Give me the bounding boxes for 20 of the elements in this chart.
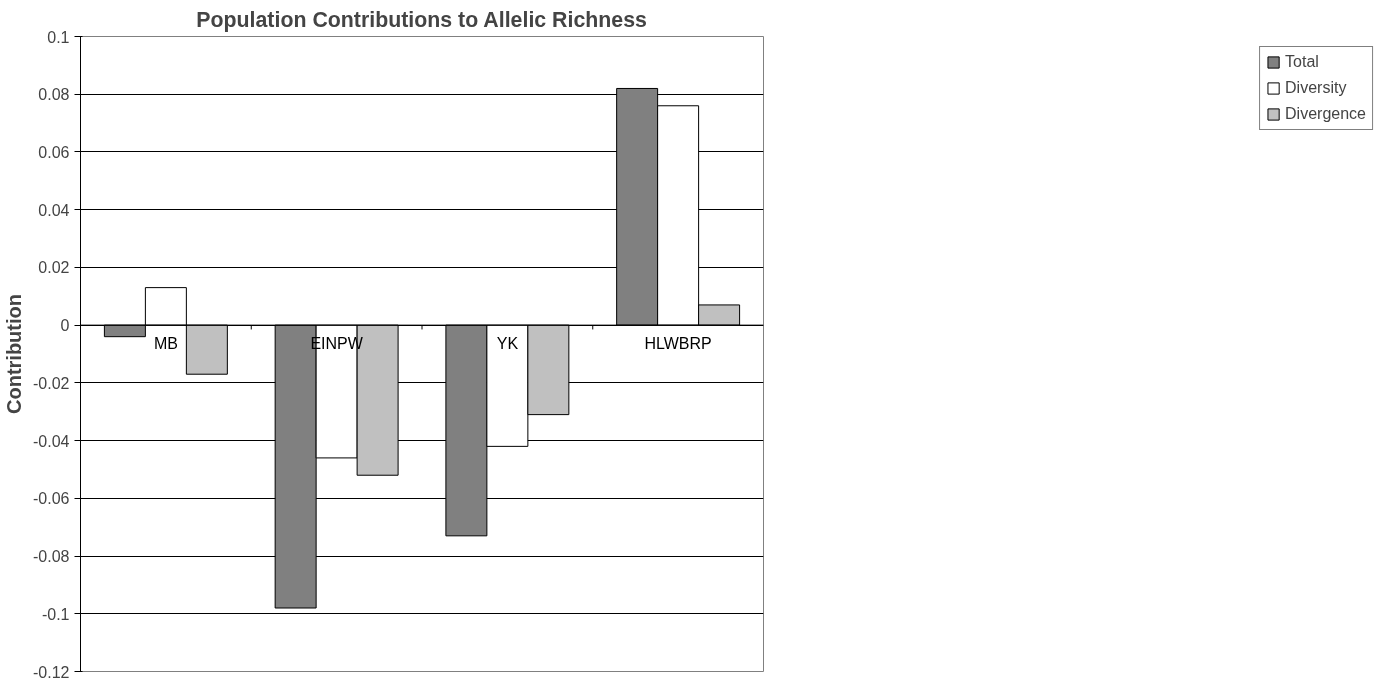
legend-label: Diversity	[1285, 79, 1347, 97]
y-axis-title: Contribution	[3, 294, 26, 414]
y-tick-label: -0.08	[33, 548, 70, 566]
y-tick-label: 0.1	[47, 28, 70, 46]
chart-title: Population Contributions to Allelic Richness	[196, 7, 647, 32]
y-tick-label: 0.02	[38, 259, 70, 277]
x-tick-label: HLWBRP	[644, 335, 712, 353]
y-tick-label: -0.04	[33, 432, 70, 450]
legend-label: Total	[1285, 53, 1319, 71]
x-tick-label: MB	[153, 335, 178, 353]
y-tick-label: 0.06	[38, 143, 70, 161]
legend-label: Divergence	[1285, 105, 1366, 123]
x-tick-label: YK	[496, 335, 519, 353]
y-tick-label: 0.08	[38, 86, 70, 104]
y-tick-label: -0.06	[33, 490, 70, 508]
y-tick-label: -0.12	[33, 663, 70, 681]
y-tick-label: -0.1	[41, 605, 70, 623]
y-tick-label: -0.02	[33, 374, 70, 392]
y-tick-label: 0.04	[38, 201, 70, 219]
y-tick-label: 0	[60, 317, 70, 335]
